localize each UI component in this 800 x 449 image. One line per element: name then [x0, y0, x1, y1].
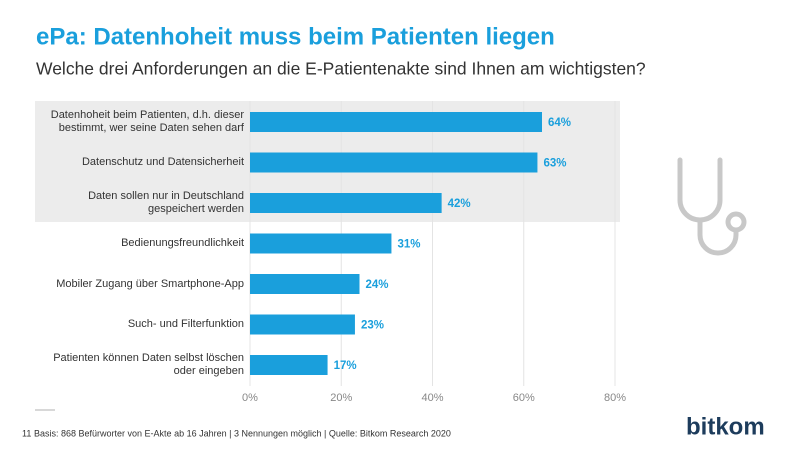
x-tick-label: 40%	[421, 392, 443, 404]
footnote: Basis: 868 Befürworter von E-Akte ab 16 …	[34, 428, 451, 438]
bar	[250, 193, 442, 213]
x-tick-label: 60%	[513, 392, 535, 404]
bar	[250, 355, 328, 375]
category-label-box: Bedienungsfreundlichkeit	[22, 224, 244, 264]
bar	[250, 112, 542, 132]
category-label-box: Mobiler Zugang über Smartphone-App	[22, 264, 244, 304]
category-label-box: Datenhoheit beim Patienten, d.h. dieser …	[22, 102, 244, 142]
logo: bitkom	[686, 413, 765, 440]
category-label: Datenschutz und Datensicherheit	[81, 156, 244, 168]
bar	[250, 233, 392, 254]
category-label-box: Daten sollen nur in Deutschland gespeich…	[22, 183, 244, 223]
x-tick-label: 0%	[242, 392, 258, 404]
bar	[250, 314, 355, 335]
page-number: 11	[22, 428, 31, 438]
value-label: 17%	[334, 360, 357, 372]
value-label: 64%	[548, 117, 571, 129]
x-tick-label: 20%	[330, 392, 352, 404]
category-label-box: Such- und Filterfunktion	[22, 305, 244, 345]
chart-title: ePa: Datenhoheit muss beim Patienten lie…	[36, 23, 555, 50]
category-label: Patienten können Daten selbst löschen od…	[53, 352, 244, 377]
category-label: Such- und Filterfunktion	[127, 318, 244, 330]
category-label-box: Patienten können Daten selbst löschen od…	[22, 345, 244, 385]
bar	[250, 274, 360, 294]
category-label: Daten sollen nur in Deutschland gespeich…	[88, 190, 244, 215]
bar	[250, 152, 538, 173]
category-label: Mobiler Zugang über Smartphone-App	[56, 277, 244, 290]
category-label: Bedienungsfreundlichkeit	[121, 237, 244, 249]
value-label: 31%	[397, 239, 420, 251]
chart-subtitle: Welche drei Anforderungen an die E-Patie…	[36, 59, 646, 79]
category-label-box: Datenschutz und Datensicherheit	[22, 143, 244, 183]
category-label: Datenhoheit beim Patienten, d.h. dieser …	[50, 109, 244, 134]
value-label: 23%	[361, 320, 384, 332]
value-label: 63%	[543, 158, 566, 170]
value-label: 42%	[448, 198, 471, 210]
value-label: 24%	[366, 279, 389, 291]
stethoscope-icon	[677, 157, 747, 256]
x-tick-label: 80%	[604, 392, 626, 404]
